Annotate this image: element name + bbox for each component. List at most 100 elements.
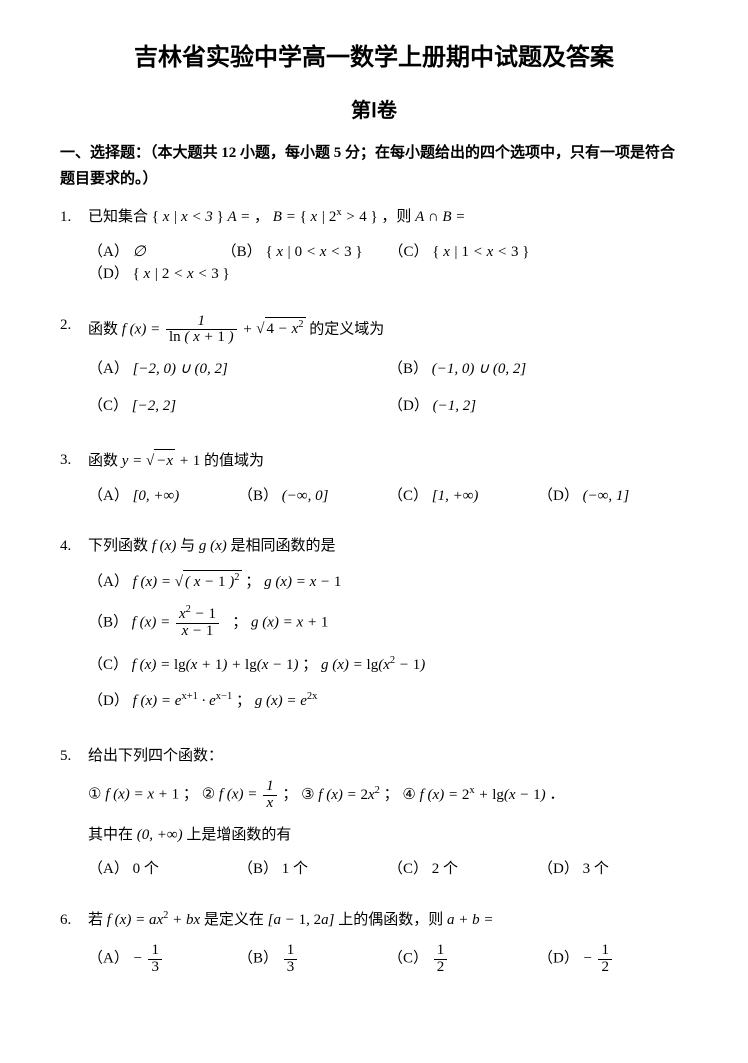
option-value: f (x) = (132, 615, 174, 631)
numerator: 1 (166, 314, 237, 331)
text: 上的偶函数，则 (338, 912, 447, 928)
text: 上是增函数的有 (186, 827, 291, 843)
option-label: （D） (538, 861, 579, 877)
formula: g (x) (199, 538, 227, 554)
item-3: ③ f (x) = 2x2 (301, 787, 380, 803)
denominator: x (263, 796, 277, 812)
option-label: （A） (88, 951, 129, 967)
question-6: 6. 若 f (x) = ax2 + bx f (x) = ax² + bx 是… (60, 909, 688, 986)
question-stem: 函数 f (x) = 1 ln ( x + 1 ) ln ( x + 1 ) +… (88, 314, 688, 347)
option-d: （D） (−1, 2] (388, 395, 688, 418)
options: （A） 0 个 （B） 1 个 （C） 2 个 （D） 3 个 (88, 858, 688, 891)
option-value: (−1, 0) ∪ (0, 2] (432, 361, 526, 377)
option-label: （D） (538, 951, 579, 967)
option-b: （B） (−1, 0) ∪ (0, 2] (388, 358, 688, 381)
item-2: ② f (x) = (202, 787, 261, 803)
denominator: 3 (284, 960, 298, 976)
text: 的定义域为 (309, 321, 384, 337)
fraction: x2 − 1 x − 1 (176, 607, 219, 640)
numerator: 1 (598, 943, 612, 960)
text: + (242, 321, 256, 337)
option-d: （D） f (x) = ex+1 · ex−1 f (x) = eˣ⁺¹ · e… (88, 690, 688, 713)
option-label: （A） (88, 861, 129, 877)
question-number: 5. (60, 745, 88, 891)
option-a: （A） [−2, 0) ∪ (0, 2] (88, 358, 388, 381)
question-stem-line-1: 给出下列四个函数： (88, 745, 688, 768)
option-sign: − (583, 951, 593, 967)
section-label: 一、选择题： (60, 145, 150, 161)
interval: [a − 1, 2a] (268, 912, 335, 928)
option-value: 3 个 (583, 861, 609, 877)
option-a: （A） ∅ (88, 241, 172, 264)
option-c: （C） [1, +∞) (388, 485, 538, 508)
option-c: （C） 2 个 (388, 858, 538, 881)
option-value: [1, +∞) (432, 488, 479, 504)
denominator: x − 1 (176, 624, 219, 640)
question-number: 4. (60, 535, 88, 727)
question-5: 5. 给出下列四个函数： ① f (x) = x + 1 ； ② f (x) =… (60, 745, 688, 891)
option-c: （C） { x | 1 < x < 3 } { x | 1 < x < 3 } (389, 241, 540, 264)
options: （A） ∅ （B） { x | 0 < x < 3 } { x | 0 < x … (88, 241, 688, 286)
section-instruction: （本大题共 12 小题，每小题 5 分；在每小题给出的四个选项中，只有一项是符合… (60, 145, 675, 187)
option-label: （A） (88, 574, 129, 590)
fraction: 1 2 (434, 943, 448, 976)
options: （A） − 1 3 （B） 1 3 （C） (88, 943, 688, 986)
question-stem: 下列函数 f (x) 与 g (x) 是相同函数的是 下列函数 f (x) 与 … (88, 535, 688, 558)
question-body: 函数 y = −x −x + 1 的值域为 （A） [0, +∞) （B） (−… (88, 449, 688, 517)
option-label: （D） (538, 488, 579, 504)
option-c: （C） 1 2 (388, 943, 538, 976)
option-label: （C） (388, 488, 428, 504)
options: （A） [0, +∞) （B） (−∞, 0] （C） [1, +∞) （D） … (88, 485, 688, 518)
option-value: 1 个 (282, 861, 308, 877)
question-stem-items: ① f (x) = x + 1 ； ② f (x) = 1 x ； ③ f (x… (88, 779, 688, 812)
formula: y = (122, 453, 146, 469)
option-b: （B） 1 个 (238, 858, 388, 881)
question-number: 6. (60, 909, 88, 986)
denominator: 3 (148, 960, 162, 976)
text: ； (183, 787, 198, 803)
sqrt: 4 − x2 (256, 317, 305, 341)
text: 的值域为 (204, 453, 264, 469)
option-value: (−1, 2] (433, 398, 476, 414)
formula: f (x) (152, 538, 177, 554)
option-value: { x | 1 < x < 3 } (432, 244, 529, 260)
option-d: （D） − 1 2 (538, 943, 688, 976)
question-stem: 函数 y = −x −x + 1 的值域为 (88, 449, 688, 473)
option-g: g (x) = x + 1 (251, 615, 328, 631)
question-body: 函数 f (x) = 1 ln ( x + 1 ) ln ( x + 1 ) +… (88, 314, 688, 432)
option-g: g (x) = e2x (255, 693, 318, 709)
fraction: 1 3 (284, 943, 298, 976)
question-number: 2. (60, 314, 88, 432)
text: ， (254, 209, 269, 225)
sqrt: ( x − 1 )2 (175, 570, 242, 594)
option-g: g (x) = lg(x2 − 1) (321, 657, 425, 673)
page: 吉林省实验中学高一数学上册期中试题及答案 第Ⅰ卷 一、选择题：（本大题共 12 … (0, 0, 748, 1063)
option-value: [−2, 0) ∪ (0, 2] (133, 361, 228, 377)
radicand: −x (154, 449, 175, 473)
option-label: （B） (238, 951, 278, 967)
option-f: f (x) = lg(x + 1) + lg(x − 1) (132, 657, 299, 673)
option-value: 0 个 (133, 861, 159, 877)
denominator: 2 (598, 960, 612, 976)
question-stem: 若 f (x) = ax2 + bx f (x) = ax² + bx 是定义在… (88, 909, 688, 932)
question-stem: 已知集合 { x | x < 3 } A = A = { x | x < 3 }… (88, 206, 688, 229)
option-value: { x | 2 < x < 3 } (133, 266, 230, 282)
option-value: ∅ (133, 244, 146, 260)
option-label: （C） (388, 951, 428, 967)
question-body: 给出下列四个函数： ① f (x) = x + 1 ； ② f (x) = 1 … (88, 745, 688, 891)
option-label: （B） (238, 488, 278, 504)
option-d: （D） (−∞, 1] (538, 485, 688, 508)
denominator: 2 (434, 960, 448, 976)
fraction: 1 x (263, 779, 277, 812)
numerator: 1 (148, 943, 162, 960)
option-label: （B） (88, 615, 128, 631)
text: 函数 (88, 453, 122, 469)
set-b: B = { x | 2x > 4 } (273, 209, 378, 225)
numerator: 1 (263, 779, 277, 796)
option-g: g (x) = x − 1 (264, 574, 341, 590)
text: ； (282, 787, 297, 803)
question-number: 3. (60, 449, 88, 517)
option-b: （B） f (x) = x2 − 1 x − 1 x² − 1 x − 1 ； … (88, 607, 688, 640)
option-value: { x | 0 < x < 3 } (265, 244, 362, 260)
set-a-label: A = (228, 209, 251, 225)
